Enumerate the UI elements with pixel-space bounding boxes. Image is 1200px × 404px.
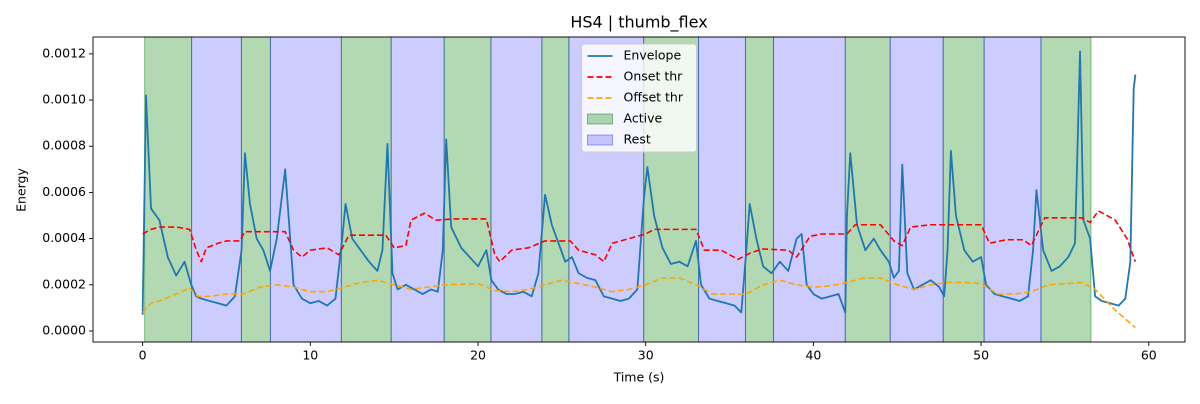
region-span bbox=[390, 36, 445, 343]
legend: Envelope Onset thr Offset thr Active Rest bbox=[581, 43, 697, 153]
legend-label: Rest bbox=[624, 132, 651, 147]
region-span bbox=[889, 36, 944, 343]
y-tick-label: 0.0010 bbox=[42, 92, 86, 107]
y-tick-label: 0.0000 bbox=[42, 322, 86, 337]
series-line bbox=[142, 210, 1137, 263]
y-tick-label: 0.0006 bbox=[42, 184, 86, 199]
x-tick-label: 20 bbox=[470, 348, 486, 363]
legend-swatch bbox=[587, 134, 613, 146]
region-span bbox=[744, 36, 774, 343]
region-span bbox=[698, 36, 746, 343]
region-span bbox=[983, 36, 1042, 343]
series-line bbox=[142, 277, 1136, 329]
y-tick-label: 0.0008 bbox=[42, 138, 86, 153]
region-span bbox=[490, 36, 543, 343]
region-span bbox=[844, 36, 891, 343]
region-span bbox=[772, 36, 846, 343]
x-tick-label: 0 bbox=[139, 348, 147, 363]
x-axis-label: Time (s) bbox=[613, 370, 665, 385]
legend-label: Offset thr bbox=[624, 90, 684, 105]
y-tick-label: 0.0012 bbox=[42, 45, 86, 60]
lines bbox=[141, 50, 1137, 329]
axes-frame bbox=[92, 36, 1186, 343]
y-axis-label: Energy bbox=[14, 168, 29, 212]
x-tick-label: 60 bbox=[1141, 348, 1157, 363]
legend-swatch bbox=[587, 113, 613, 125]
x-tick-label: 10 bbox=[302, 348, 318, 363]
region-span bbox=[144, 36, 193, 343]
legend-label: Onset thr bbox=[624, 69, 684, 84]
series-line bbox=[141, 50, 1137, 315]
legend-box bbox=[581, 43, 697, 153]
x-tick-label: 30 bbox=[638, 348, 654, 363]
x-tick-label: 50 bbox=[973, 348, 989, 363]
legend-label: Envelope bbox=[624, 48, 682, 63]
region-span bbox=[269, 36, 342, 343]
x-tick-label: 40 bbox=[805, 348, 821, 363]
y-tick-label: 0.0002 bbox=[42, 276, 86, 291]
chart-title: HS4 | thumb_flex bbox=[570, 13, 707, 33]
region-span bbox=[443, 36, 492, 343]
y-tick-label: 0.0004 bbox=[42, 230, 86, 245]
region-span bbox=[340, 36, 392, 343]
region-span bbox=[541, 36, 570, 343]
axes: 0 10 20 30 40 50 60 0.0000 0.0002 0.0004 0.0006 0.0… bbox=[42, 45, 1157, 362]
legend-label: Active bbox=[624, 111, 663, 126]
region-span bbox=[240, 36, 271, 343]
